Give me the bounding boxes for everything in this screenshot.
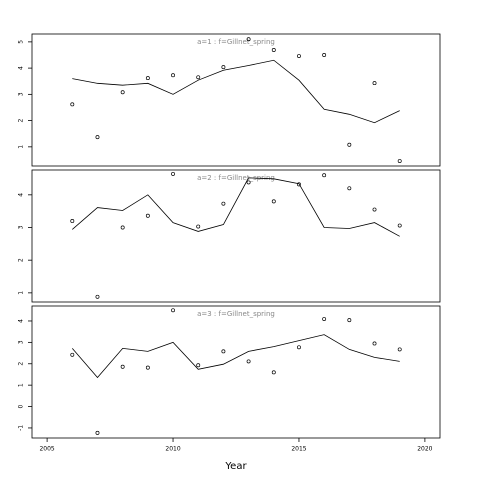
data-point (347, 186, 352, 191)
data-point (70, 219, 75, 223)
x-tick-label: 2010 (165, 446, 180, 453)
data-point (372, 207, 377, 212)
y-tick-label: 3 (18, 92, 25, 96)
data-point (120, 90, 125, 95)
data-point (271, 370, 276, 375)
y-tick-label: 1 (18, 145, 25, 149)
data-point (171, 308, 175, 313)
data-point (95, 294, 100, 299)
y-tick-label: 2 (18, 362, 25, 366)
data-point (120, 364, 125, 369)
x-tick-label: 2005 (39, 446, 54, 453)
y-tick-label: 2 (18, 119, 25, 123)
y-tick-label: 4 (18, 66, 25, 70)
fitted-line (71, 334, 400, 379)
data-point (297, 345, 301, 350)
data-point (297, 182, 301, 187)
data-point (397, 223, 402, 228)
y-tick-label: 1 (18, 383, 25, 387)
data-point (347, 318, 352, 323)
y-tick-label: 0 (18, 404, 25, 408)
data-point (95, 430, 100, 435)
data-point (120, 225, 125, 230)
fitted-line (72, 177, 400, 237)
data-point (246, 359, 251, 364)
y-tick-label: 4 (18, 193, 25, 197)
data-point (145, 213, 150, 218)
data-point (221, 201, 226, 206)
data-point (171, 171, 175, 176)
x-tick-label: 2020 (417, 446, 432, 453)
data-point (271, 199, 276, 204)
data-point (196, 363, 201, 368)
data-point (70, 352, 75, 357)
data-point (271, 48, 276, 52)
data-point (95, 135, 100, 140)
panel-frame (31, 169, 441, 303)
y-tick-label: 1 (18, 291, 25, 295)
y-tick-label: -1 (18, 425, 25, 431)
panel-title: a=2 : f=Gillnet_spring (197, 174, 275, 182)
data-point (171, 73, 175, 78)
data-point (196, 75, 201, 80)
data-point (297, 54, 301, 58)
data-point (347, 142, 352, 147)
panel-title: a=3 : f=Gillnet_spring (197, 310, 275, 318)
panel-frame (31, 305, 441, 439)
data-point (145, 365, 150, 370)
data-point (221, 65, 226, 70)
x-axis-label: Year (224, 461, 247, 472)
data-point (70, 102, 75, 107)
fitted-line (72, 59, 400, 124)
data-point (322, 317, 327, 322)
data-point (372, 341, 377, 346)
data-point (322, 173, 327, 178)
data-point (372, 81, 377, 86)
data-point (246, 180, 251, 185)
y-tick-label: 3 (18, 340, 25, 344)
data-point (397, 159, 402, 163)
y-tick-label: 4 (18, 319, 25, 323)
data-point (246, 37, 251, 42)
panel-title: a=1 : f=Gillnet_spring (197, 38, 275, 46)
x-tick-label: 2015 (291, 446, 306, 453)
data-point (145, 76, 150, 81)
panel-frame (31, 33, 441, 167)
y-tick-label: 2 (18, 258, 25, 262)
data-point (397, 347, 402, 352)
y-tick-label: 3 (18, 225, 25, 229)
data-point (322, 53, 327, 57)
data-point (221, 349, 226, 354)
data-point (196, 224, 201, 229)
y-tick-label: 5 (18, 40, 25, 44)
